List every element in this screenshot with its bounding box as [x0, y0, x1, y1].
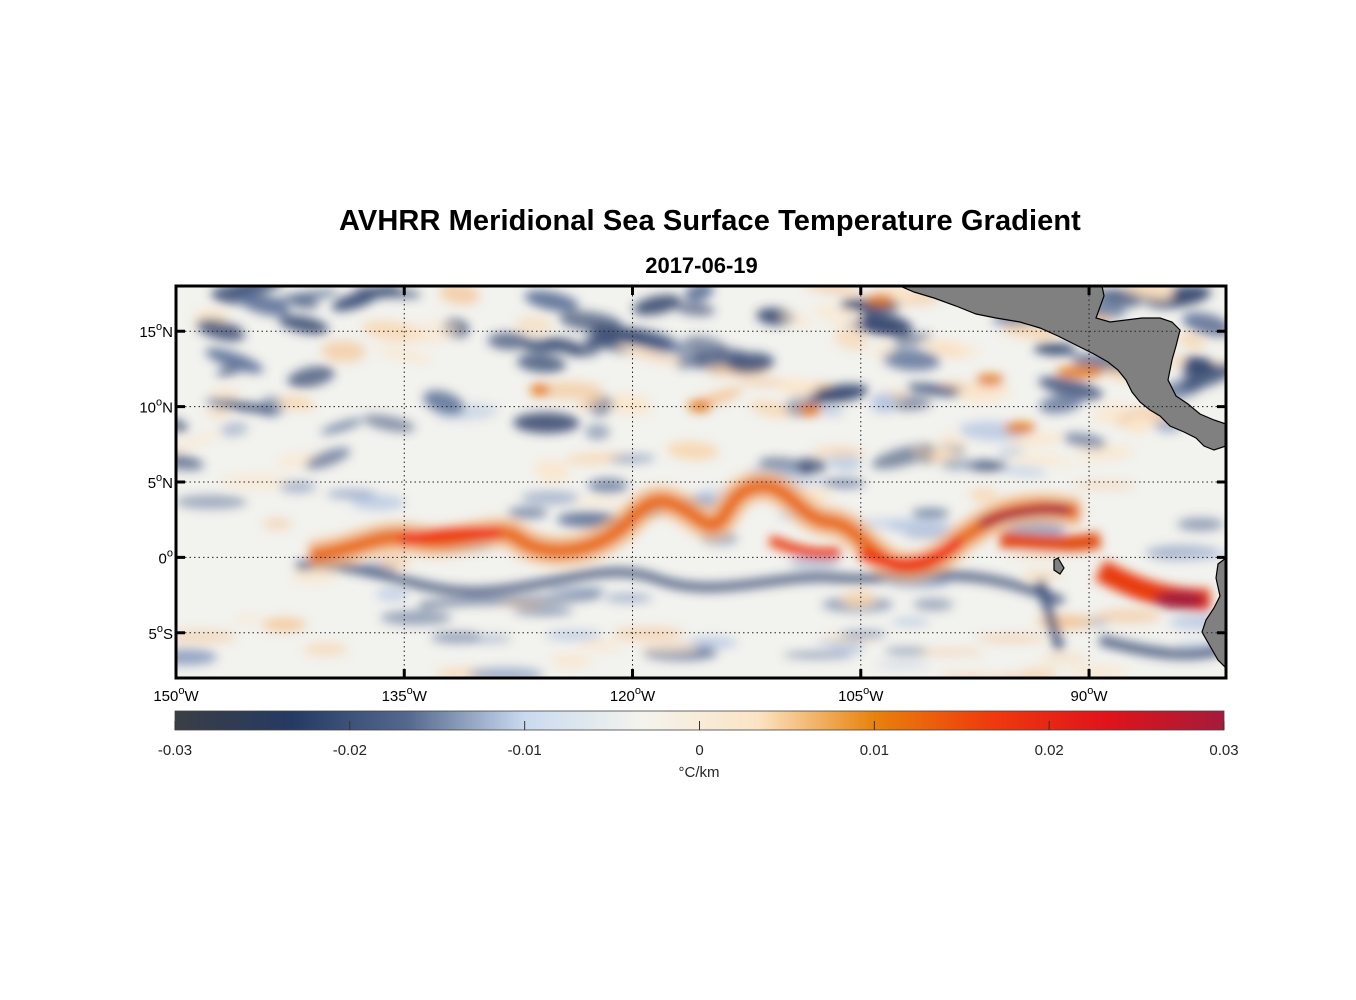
- chart-subtitle: 2017-06-19: [645, 253, 758, 278]
- land-south-america: [1201, 557, 1226, 669]
- lon-label: 135oW: [382, 685, 428, 705]
- lat-label: 5oN: [148, 472, 173, 492]
- lon-label: 150oW: [153, 685, 199, 705]
- land-central-america: [899, 286, 1226, 451]
- axis-ticks: [174, 286, 1226, 678]
- lat-label: 0o: [159, 547, 173, 567]
- longitude-labels: 150oW 135oW 120oW 105oW 90oW: [153, 685, 1108, 705]
- lat-label: 10oN: [139, 397, 173, 417]
- colorbar-tick-label: 0.03: [1209, 742, 1238, 759]
- lon-label: 90oW: [1071, 685, 1109, 705]
- colorbar-tick-label: 0: [695, 742, 703, 759]
- colorbar-tick-label: 0.01: [860, 742, 889, 759]
- colorbar-tick-label: -0.03: [158, 742, 192, 759]
- colorbar-units: °C/km: [678, 764, 720, 781]
- lat-label: 5oS: [149, 623, 173, 643]
- sst-gradient-field: [176, 286, 1226, 678]
- land-masses: [899, 286, 1226, 669]
- land-galapagos: [1053, 557, 1065, 575]
- colorbar-tick-label: 0.02: [1035, 742, 1064, 759]
- lon-label: 105oW: [838, 685, 884, 705]
- latitude-labels: 15oN 10oN 5oN 0o 5oS: [139, 321, 173, 643]
- lon-label: 120oW: [610, 685, 656, 705]
- colorbar-ticks: -0.03 -0.02 -0.01 0 0.01 0.02 0.03: [158, 721, 1239, 759]
- colorbar: [175, 711, 1224, 730]
- colorbar-tick-label: -0.02: [333, 742, 367, 759]
- chart-title: AVHRR Meridional Sea Surface Temperature…: [339, 205, 1081, 237]
- colorbar-tick-label: -0.01: [508, 742, 542, 759]
- lat-label: 15oN: [139, 321, 173, 341]
